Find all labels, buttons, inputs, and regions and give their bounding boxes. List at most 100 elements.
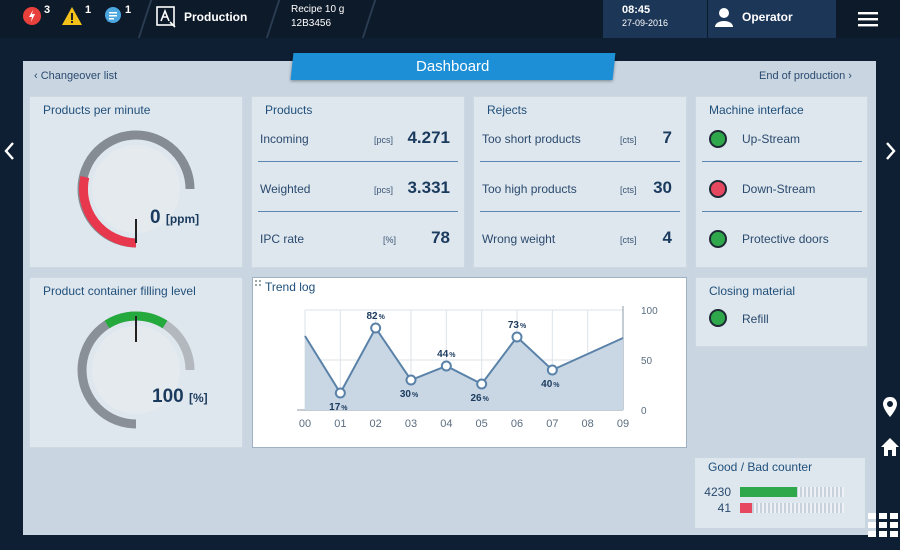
up-stream-label: Up-Stream xyxy=(742,132,801,146)
data-point xyxy=(440,360,452,372)
ppm-unit: [ppm] xyxy=(165,212,200,226)
closing-material-card: Closing material Refill xyxy=(695,277,868,347)
products-row-weighted: Weighted [pcs] 3.331 xyxy=(252,173,464,223)
row-value: 7 xyxy=(662,128,672,147)
production-mode-icon xyxy=(156,6,176,28)
trend-line xyxy=(304,326,624,395)
x-tick-label: 02 xyxy=(370,418,382,430)
data-label: 40% xyxy=(541,379,560,390)
good-count: 4230 xyxy=(704,485,731,499)
filling-level-card: Product container filling level 100 [%] xyxy=(29,277,243,448)
data-label: 82% xyxy=(366,311,385,322)
x-tick-label: 00 xyxy=(299,418,311,430)
bad-bar xyxy=(740,503,844,513)
trend-chart: 17% 82% 30% 44% 26% 73% 40% 00 01 02 03 04 05 06 07 08… xyxy=(297,306,658,430)
protective-doors-label: Protective doors xyxy=(742,232,829,246)
trend-title: Trend log xyxy=(265,280,316,294)
ppm-value: 0 [ppm] xyxy=(150,207,199,229)
bad-count: 41 xyxy=(717,501,731,515)
alert-warning[interactable]: 1 xyxy=(61,4,91,26)
ppm-title: Products per minute xyxy=(43,103,151,117)
products-title: Products xyxy=(265,103,313,117)
row-divider xyxy=(258,161,458,162)
filling-title: Product container filling level xyxy=(43,284,196,298)
bad-bar-fill xyxy=(740,503,753,513)
data-point xyxy=(511,331,523,343)
x-tick-label: 09 xyxy=(617,418,629,430)
row-label: Too short products xyxy=(482,132,581,146)
divider xyxy=(266,0,280,38)
alert-message[interactable]: 1 xyxy=(103,4,132,26)
x-tick-label: 06 xyxy=(511,418,523,430)
products-row-incoming: Incoming [pcs] 4.271 xyxy=(252,122,464,172)
row-unit: [%] xyxy=(383,235,397,245)
filling-unit: [%] xyxy=(188,391,208,405)
row-label: IPC rate xyxy=(260,232,305,246)
row-value: 4 xyxy=(662,228,672,247)
row-label: Wrong weight xyxy=(482,232,556,246)
good-bar-fill xyxy=(740,487,798,497)
row-divider xyxy=(702,161,862,162)
data-point xyxy=(334,387,346,399)
row-unit: [cts] xyxy=(620,185,637,195)
row-unit: [cts] xyxy=(620,135,637,145)
refill-label: Refill xyxy=(742,312,769,326)
user-icon xyxy=(715,8,733,27)
grid-icon[interactable] xyxy=(867,512,900,538)
ppm-number: 0 xyxy=(150,207,161,228)
gauge-zone-ok xyxy=(104,311,168,329)
row-value: 78 xyxy=(431,228,450,247)
down-stream-status-led xyxy=(709,180,727,198)
row-divider xyxy=(480,161,680,162)
row-label: Too high products xyxy=(482,182,577,196)
location-icon[interactable] xyxy=(882,396,898,418)
clock-time: 08:45 xyxy=(622,4,651,16)
warning-icon xyxy=(62,7,82,25)
gauge-face xyxy=(92,326,180,414)
data-label: 30% xyxy=(400,389,419,400)
dashboard-title: Dashboard xyxy=(416,58,490,75)
alert-message-count: 1 xyxy=(125,4,132,16)
next-page-arrow-icon[interactable] xyxy=(882,140,898,162)
filling-value: 100 [%] xyxy=(152,386,208,408)
row-divider xyxy=(480,211,680,212)
y-tick-label: 0 xyxy=(641,406,647,417)
rejects-card: Rejects Too short products [cts] 7 Too h… xyxy=(473,96,687,268)
row-unit: [cts] xyxy=(620,235,637,245)
previous-page-arrow-icon[interactable] xyxy=(2,140,18,162)
x-tick-label: 01 xyxy=(334,418,346,430)
user-name[interactable]: Operator xyxy=(742,10,793,24)
filling-gauge xyxy=(77,311,195,429)
y-tick-label: 100 xyxy=(641,306,658,317)
data-point xyxy=(476,378,488,390)
mode-label: Production xyxy=(184,10,248,24)
trend-area xyxy=(305,328,623,410)
protective-doors-status-led xyxy=(709,230,727,248)
user-panel[interactable] xyxy=(708,0,836,38)
drag-handle-icon[interactable] xyxy=(255,280,263,288)
row-value: 30 xyxy=(653,178,672,197)
changeover-list-link[interactable]: ‹ Changeover list xyxy=(34,70,118,82)
data-label: 73% xyxy=(508,320,527,331)
x-tick-label: 03 xyxy=(405,418,417,430)
down-stream-label: Down-Stream xyxy=(742,182,816,196)
x-tick-label: 04 xyxy=(440,418,452,430)
alert-stop[interactable]: 3 xyxy=(22,4,50,26)
data-label: 44% xyxy=(437,349,456,360)
refill-status-led xyxy=(709,309,727,327)
hamburger-menu-icon[interactable] xyxy=(846,4,892,34)
data-point xyxy=(546,364,558,376)
x-tick-label: 05 xyxy=(476,418,488,430)
clock-date: 27-09-2016 xyxy=(622,18,669,28)
end-of-production-link[interactable]: End of production › xyxy=(759,70,852,82)
x-tick-label: 07 xyxy=(546,418,558,430)
machine-interface-card: Machine interface Up-Stream Down-Stream … xyxy=(695,96,868,268)
rejects-row-wrong-weight: Wrong weight [cts] 4 xyxy=(474,223,686,273)
row-unit: [pcs] xyxy=(374,185,394,195)
row-label: Weighted xyxy=(260,182,311,196)
up-stream-status-led xyxy=(709,130,727,148)
rejects-title: Rejects xyxy=(487,103,528,117)
rejects-row-too-high: Too high products [cts] 30 xyxy=(474,173,686,223)
home-icon[interactable] xyxy=(880,437,900,457)
top-bar: 3 1 1 Production Recipe 10 g 12B3456 08:… xyxy=(0,0,900,38)
